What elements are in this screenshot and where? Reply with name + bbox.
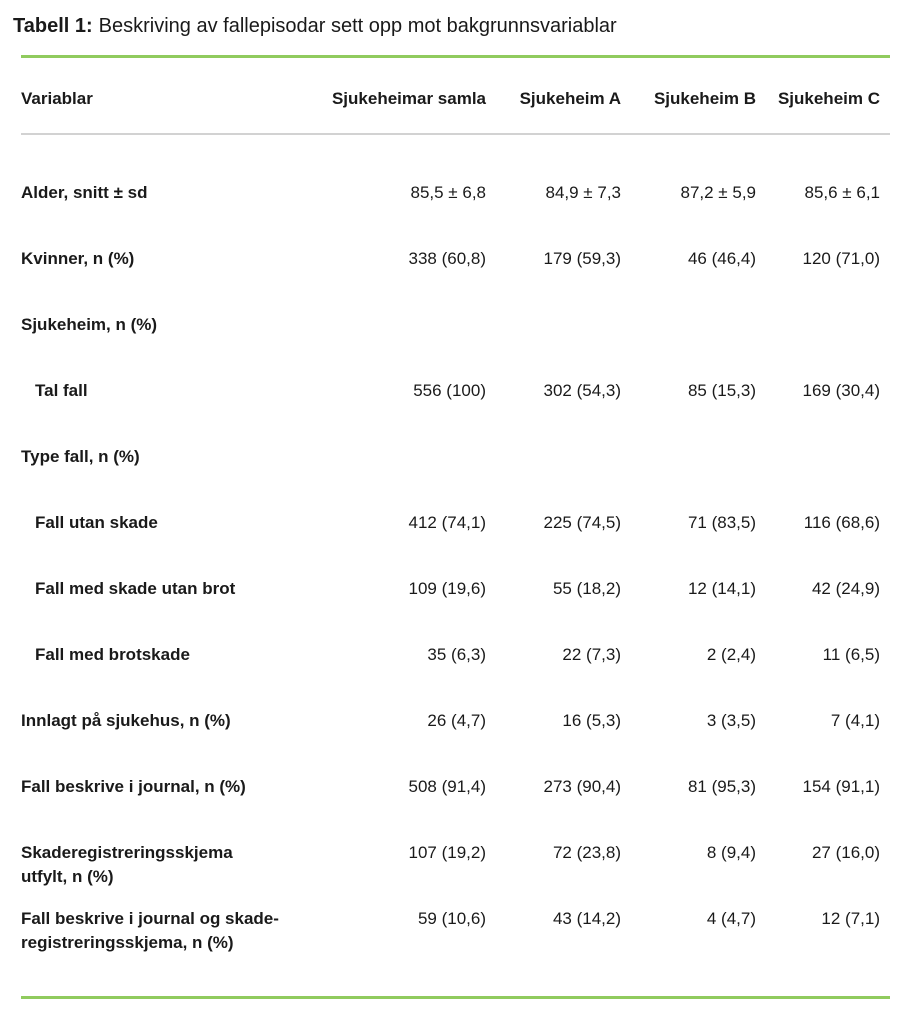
value-cell-sjukeheimar-samla: 35 (6,3) bbox=[427, 645, 486, 664]
row-label: Sjukeheim, n (%) bbox=[21, 315, 158, 334]
value-cell-sjukeheim-c bbox=[756, 424, 890, 490]
value-cell-sjukeheim-c: 169 (30,4) bbox=[802, 381, 881, 400]
row-label: Fall med brotskade bbox=[35, 645, 190, 664]
value-cell-sjukeheim-a: 225 (74,5) bbox=[543, 513, 622, 532]
value-cell-sjukeheimar-samla: 508 (91,4) bbox=[408, 777, 487, 796]
table-header-row: Variablar Sjukeheimar samla Sjukeheim A … bbox=[21, 82, 890, 116]
row-label: Tal fall bbox=[35, 381, 88, 400]
value-cell-sjukeheimar-samla: 556 (100) bbox=[413, 381, 486, 400]
table-body: Alder, snitt ± sd 85,5 ± 6,8 84,9 ± 7,3 … bbox=[0, 160, 909, 952]
value-cell-sjukeheimar-samla: 85,5 ± 6,8 bbox=[410, 183, 487, 202]
value-cell-sjukeheim-b: 46 (46,4) bbox=[687, 249, 756, 268]
row-label: Type fall, n (%) bbox=[21, 447, 140, 466]
column-header-sjukeheimar-samla: Sjukeheimar samla bbox=[331, 89, 486, 108]
column-header-sjukeheim-c: Sjukeheim C bbox=[777, 89, 880, 108]
value-cell-sjukeheim-c: 42 (24,9) bbox=[811, 579, 880, 598]
table-row: Tal fall 556 (100) 302 (54,3) 85 (15,3) … bbox=[21, 358, 890, 424]
bottom-rule bbox=[21, 996, 890, 999]
value-cell-sjukeheimar-samla: 26 (4,7) bbox=[427, 711, 486, 730]
value-cell-sjukeheim-c: 11 (6,5) bbox=[822, 645, 880, 664]
value-cell-sjukeheim-a: 43 (14,2) bbox=[552, 909, 621, 928]
value-cell-sjukeheim-a bbox=[486, 424, 621, 490]
table-row: Kvinner, n (%) 338 (60,8) 179 (59,3) 46 … bbox=[21, 226, 890, 292]
value-cell-sjukeheim-a: 72 (23,8) bbox=[552, 843, 621, 862]
value-cell-sjukeheim-c: 154 (91,1) bbox=[802, 777, 881, 796]
value-cell-sjukeheim-a: 16 (5,3) bbox=[562, 711, 621, 730]
column-header-sjukeheim-b: Sjukeheim B bbox=[653, 89, 756, 108]
row-label: Fall beskrive i journal, n (%) bbox=[21, 777, 246, 796]
top-rule bbox=[21, 55, 890, 58]
row-label: Fall beskrive i journal og skade- regist… bbox=[21, 909, 279, 952]
header-rule bbox=[21, 133, 890, 135]
value-cell-sjukeheim-b bbox=[621, 292, 756, 358]
value-cell-sjukeheim-b: 8 (9,4) bbox=[706, 843, 756, 862]
value-cell-sjukeheimar-samla bbox=[323, 424, 486, 490]
row-label: Fall utan skade bbox=[35, 513, 158, 532]
table-row: Innlagt på sjukehus, n (%) 26 (4,7) 16 (… bbox=[21, 688, 890, 754]
table-title-prefix: Tabell 1: bbox=[13, 15, 93, 37]
value-cell-sjukeheim-a: 84,9 ± 7,3 bbox=[545, 183, 622, 202]
table-row: Sjukeheim, n (%) bbox=[21, 292, 890, 358]
table-row: Fall utan skade 412 (74,1) 225 (74,5) 71… bbox=[21, 490, 890, 556]
value-cell-sjukeheim-c: 7 (4,1) bbox=[830, 711, 880, 730]
table-row: Fall beskrive i journal, n (%) 508 (91,4… bbox=[21, 754, 890, 820]
row-label: Kvinner, n (%) bbox=[21, 249, 135, 268]
value-cell-sjukeheim-b: 85 (15,3) bbox=[687, 381, 756, 400]
table-title-text: Beskriving av fallepisodar sett opp mot … bbox=[98, 15, 617, 37]
value-cell-sjukeheim-b: 2 (2,4) bbox=[706, 645, 756, 664]
row-label: Innlagt på sjukehus, n (%) bbox=[21, 711, 231, 730]
value-cell-sjukeheim-c: 12 (7,1) bbox=[821, 909, 880, 928]
value-cell-sjukeheim-c: 120 (71,0) bbox=[802, 249, 881, 268]
value-cell-sjukeheim-b: 3 (3,5) bbox=[706, 711, 756, 730]
table-row: Fall med skade utan brot 109 (19,6) 55 (… bbox=[21, 556, 890, 622]
value-cell-sjukeheim-c: 85,6 ± 6,1 bbox=[804, 183, 881, 202]
value-cell-sjukeheim-a: 179 (59,3) bbox=[543, 249, 622, 268]
value-cell-sjukeheim-b: 12 (14,1) bbox=[687, 579, 756, 598]
table-row: Fall med brotskade 35 (6,3) 22 (7,3) 2 (… bbox=[21, 622, 890, 688]
row-label: Skaderegistreringsskjema utfylt, n (%) bbox=[21, 843, 233, 886]
column-header-sjukeheim-a: Sjukeheim A bbox=[519, 89, 621, 108]
value-cell-sjukeheim-a bbox=[486, 292, 621, 358]
value-cell-sjukeheimar-samla bbox=[323, 292, 486, 358]
value-cell-sjukeheim-a: 302 (54,3) bbox=[543, 381, 622, 400]
value-cell-sjukeheim-a: 22 (7,3) bbox=[562, 645, 621, 664]
value-cell-sjukeheimar-samla: 107 (19,2) bbox=[408, 843, 487, 862]
value-cell-sjukeheimar-samla: 59 (10,6) bbox=[417, 909, 486, 928]
table-row: Type fall, n (%) bbox=[21, 424, 890, 490]
value-cell-sjukeheim-b: 4 (4,7) bbox=[706, 909, 756, 928]
row-label: Alder, snitt ± sd bbox=[21, 183, 148, 202]
value-cell-sjukeheim-c bbox=[756, 292, 890, 358]
value-cell-sjukeheim-a: 55 (18,2) bbox=[552, 579, 621, 598]
value-cell-sjukeheimar-samla: 412 (74,1) bbox=[408, 513, 487, 532]
table-row: Fall beskrive i journal og skade- regist… bbox=[21, 886, 890, 952]
value-cell-sjukeheim-b bbox=[621, 424, 756, 490]
value-cell-sjukeheim-c: 116 (68,6) bbox=[803, 513, 880, 532]
value-cell-sjukeheim-b: 71 (83,5) bbox=[687, 513, 756, 532]
value-cell-sjukeheim-a: 273 (90,4) bbox=[543, 777, 622, 796]
value-cell-sjukeheim-b: 81 (95,3) bbox=[687, 777, 756, 796]
table-row: Alder, snitt ± sd 85,5 ± 6,8 84,9 ± 7,3 … bbox=[21, 160, 890, 226]
column-header-variablar: Variablar bbox=[21, 89, 93, 108]
value-cell-sjukeheim-c: 27 (16,0) bbox=[811, 843, 880, 862]
row-label: Fall med skade utan brot bbox=[35, 579, 236, 598]
value-cell-sjukeheim-b: 87,2 ± 5,9 bbox=[680, 183, 757, 202]
table-title: Tabell 1: Beskriving av fallepisodar sett… bbox=[13, 13, 617, 39]
value-cell-sjukeheimar-samla: 109 (19,6) bbox=[408, 579, 487, 598]
value-cell-sjukeheimar-samla: 338 (60,8) bbox=[408, 249, 487, 268]
table-row: Skaderegistreringsskjema utfylt, n (%) 1… bbox=[21, 820, 890, 886]
